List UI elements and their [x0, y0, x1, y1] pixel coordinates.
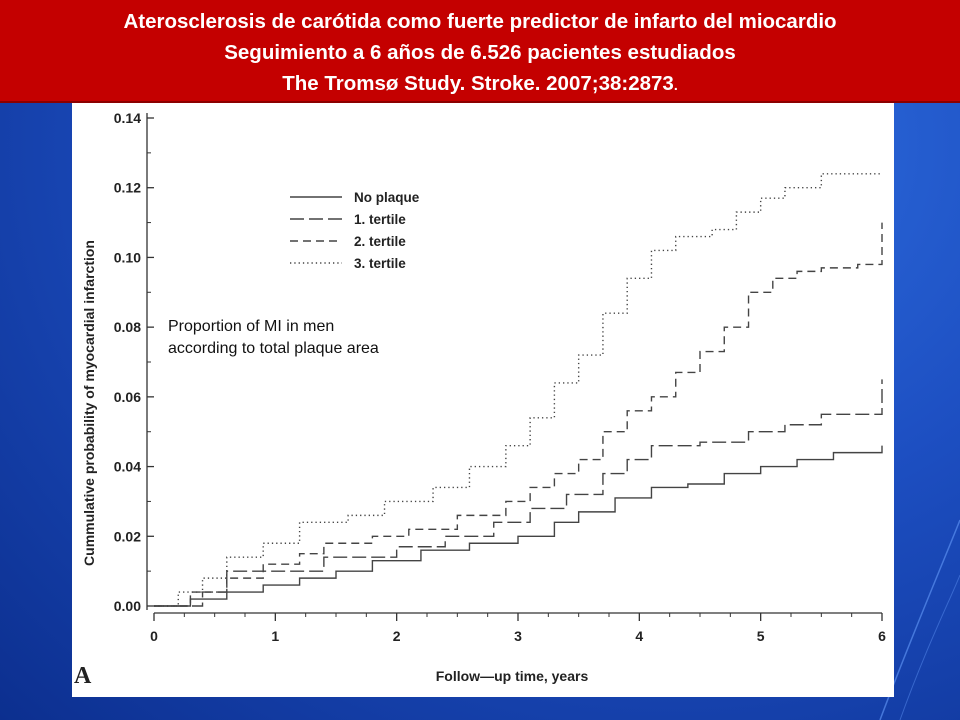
y-tick-label: 0.12 — [114, 180, 141, 196]
annotation-line-1: Proportion of MI in men — [168, 318, 335, 335]
title-banner: Aterosclerosis de carótida como fuerte p… — [0, 0, 960, 103]
y-tick-label: 0.02 — [114, 528, 141, 544]
legend-label: No plaque — [354, 190, 420, 205]
legend-label: 1. tertile — [354, 212, 406, 227]
chart-curves — [154, 173, 883, 607]
series-line-3 — [154, 222, 883, 607]
y-tick-label: 0.06 — [114, 389, 141, 405]
annotation: Proportion of MI in men according to tot… — [168, 316, 379, 360]
x-tick-label: 6 — [878, 628, 886, 644]
y-tick-label: 0.08 — [114, 319, 141, 335]
y-tick-label: 0.00 — [114, 598, 141, 614]
y-axis-label: Cummulative probability of myocardial in… — [81, 240, 97, 566]
series-line-2 — [154, 379, 883, 607]
title-line-3: The Tromsø Study. Stroke. 2007;38:2873. — [0, 68, 960, 101]
x-axis-label: Follow—up time, years — [436, 668, 589, 684]
legend-label: 3. tertile — [354, 256, 406, 271]
y-tick-label: 0.04 — [114, 459, 141, 475]
x-tick-label: 2 — [393, 628, 401, 644]
y-tick-label: 0.10 — [114, 249, 141, 265]
series-line-4 — [154, 173, 882, 607]
legend-label: 2. tertile — [354, 234, 406, 249]
x-tick-label: 0 — [150, 628, 158, 644]
chart-legend: No plaque 1. tertile 2. tertile 3. tertile — [290, 190, 420, 271]
annotation-line-2: according to total plaque area — [168, 340, 379, 357]
y-tick-label: 0.14 — [114, 110, 141, 126]
panel-letter: A — [74, 663, 92, 689]
x-tick-label: 3 — [514, 628, 522, 644]
citation-text: The Tromsø Study. Stroke. 2007;38:2873 — [282, 72, 674, 95]
x-tick-label: 5 — [757, 628, 765, 644]
series-line-1 — [154, 445, 883, 607]
chart-panel: 0.00 0.02 0.04 0.06 0.08 0.10 0.12 0.14 0 1 2 3 4 5 6 … — [72, 103, 894, 697]
chart-axes: 0.00 0.02 0.04 0.06 0.08 0.10 0.12 0.14 0 1 2 3 4 5 6 — [114, 110, 886, 644]
km-chart: 0.000.020.040.060.080.100.120.140 1 2 3 4 5 6 … — [74, 110, 886, 689]
x-tick-label: 1 — [271, 628, 279, 644]
x-tick-label: 4 — [635, 628, 643, 644]
citation-period: . — [673, 77, 678, 93]
title-line-1: Aterosclerosis de carótida como fuerte p… — [123, 10, 837, 33]
title-line-2: Seguimiento a 6 años de 6.526 pacientes … — [224, 41, 736, 64]
